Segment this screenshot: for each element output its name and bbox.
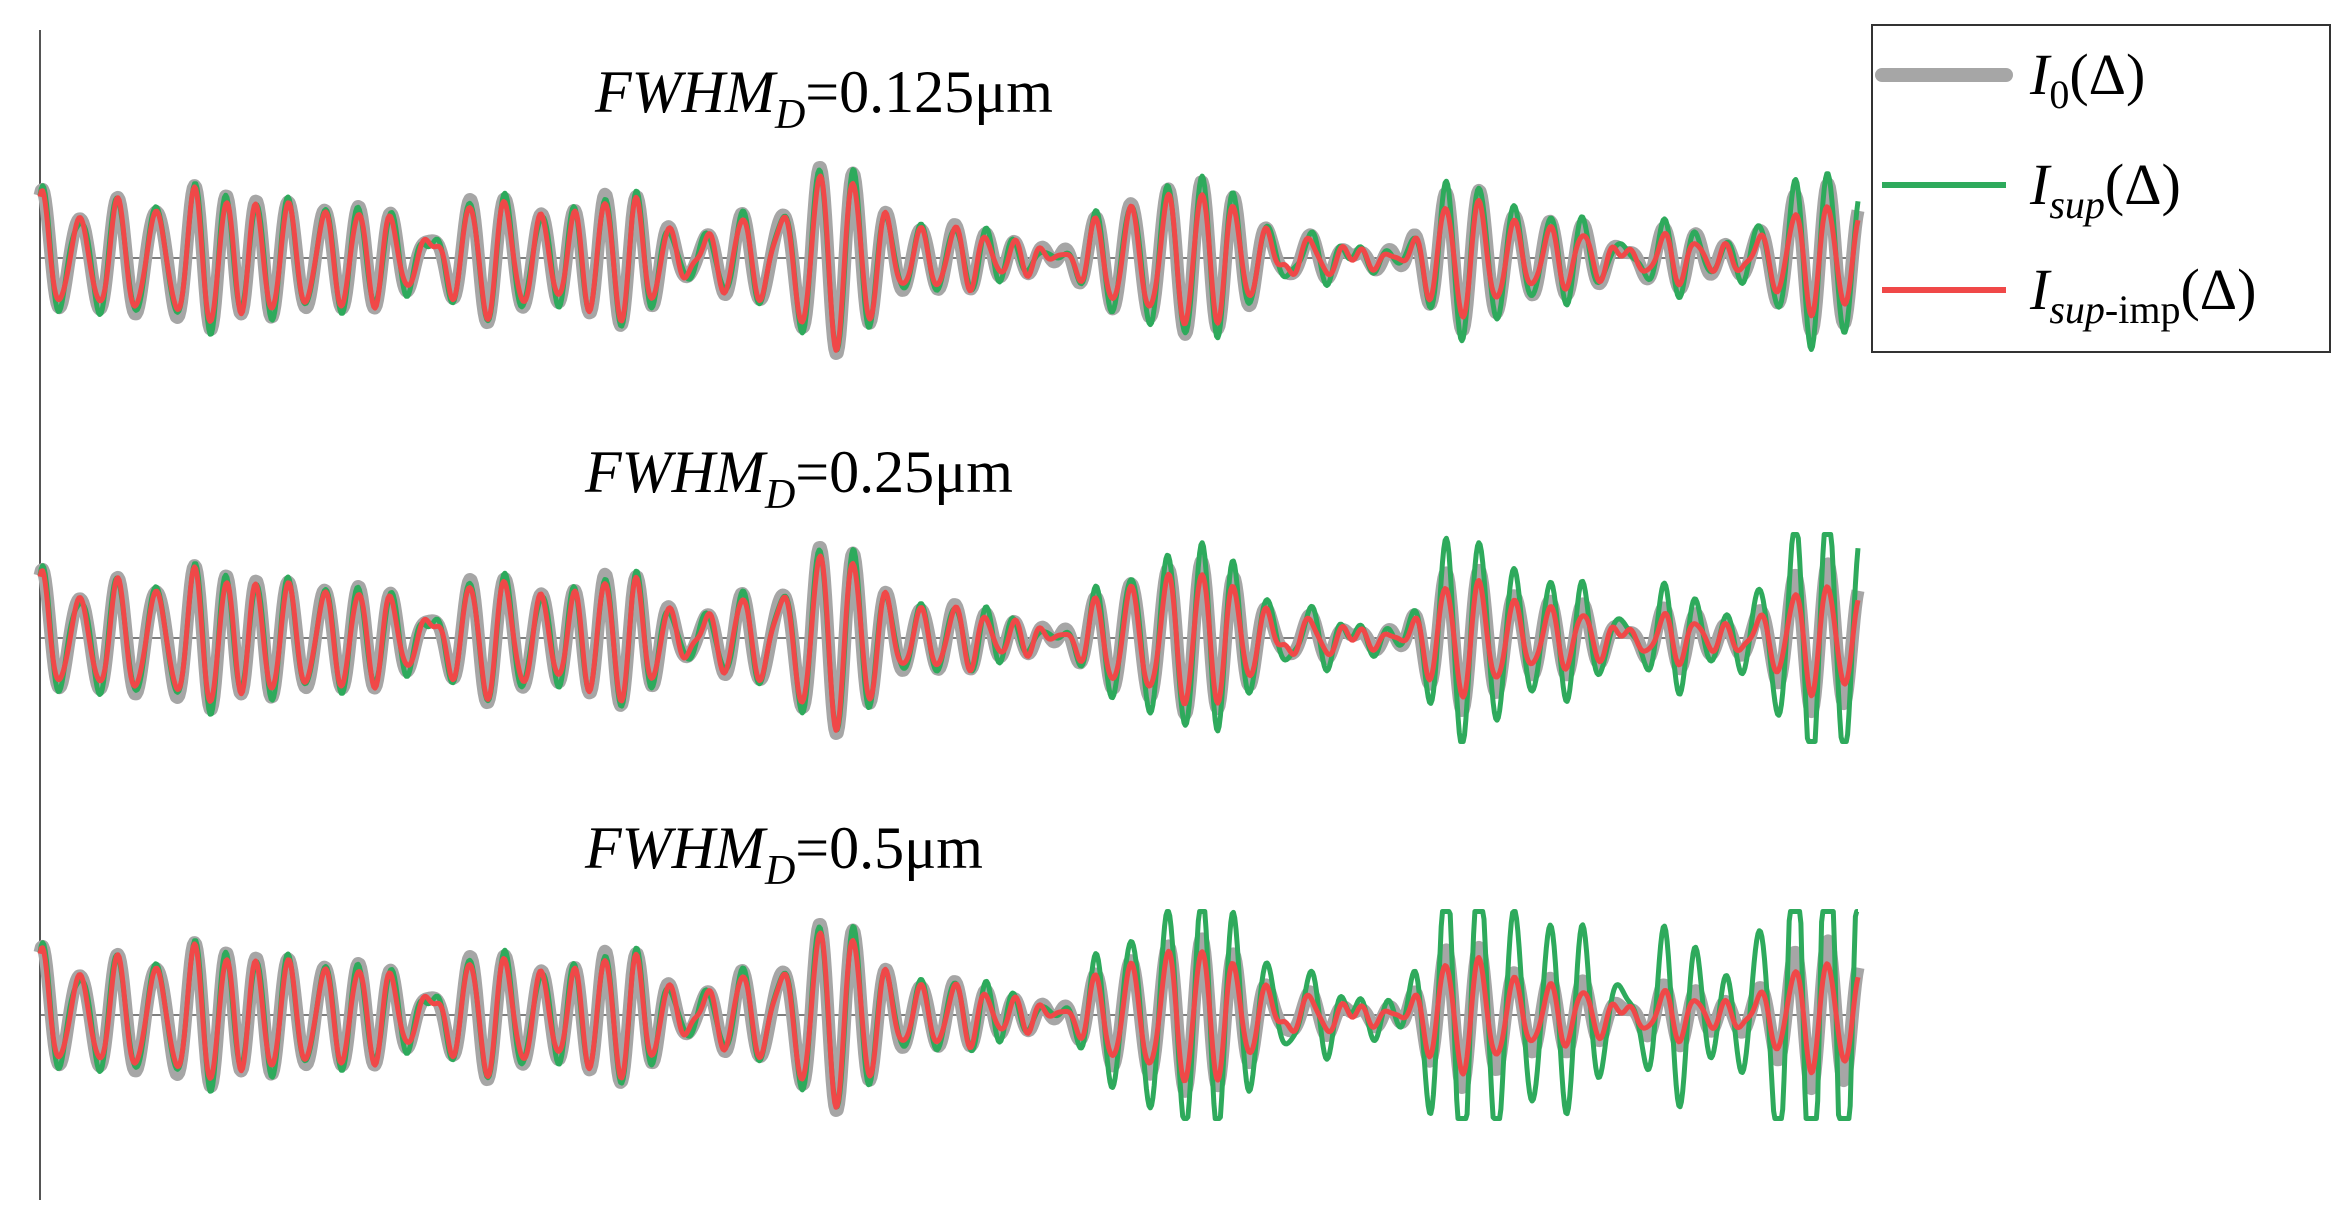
- legend: I0(Δ) Isup(Δ) Isup-imp(Δ): [1871, 24, 2331, 353]
- series-i0-line: [33, 161, 1865, 360]
- panel-title: FWHMD=0.5μm: [584, 815, 983, 894]
- series-i0-line: [33, 541, 1865, 740]
- panel-title: FWHMD=0.125μm: [594, 59, 1053, 138]
- legend-label-isup: Isup(Δ): [2029, 152, 2181, 227]
- panel-2: FWHMD=0.25μm: [33, 439, 1865, 744]
- series-isupimp-line: [37, 553, 1861, 733]
- legend-label-isupimp: Isup-imp(Δ): [2029, 257, 2256, 332]
- panel-1: FWHMD=0.125μm: [33, 59, 1865, 360]
- series-isupimp-line: [37, 930, 1861, 1110]
- legend-label-i0: I0(Δ): [2029, 42, 2145, 117]
- panel-title: FWHMD=0.25μm: [584, 439, 1013, 518]
- panel-3: FWHMD=0.5μm: [33, 815, 1865, 1121]
- series-isupimp-line: [37, 173, 1861, 353]
